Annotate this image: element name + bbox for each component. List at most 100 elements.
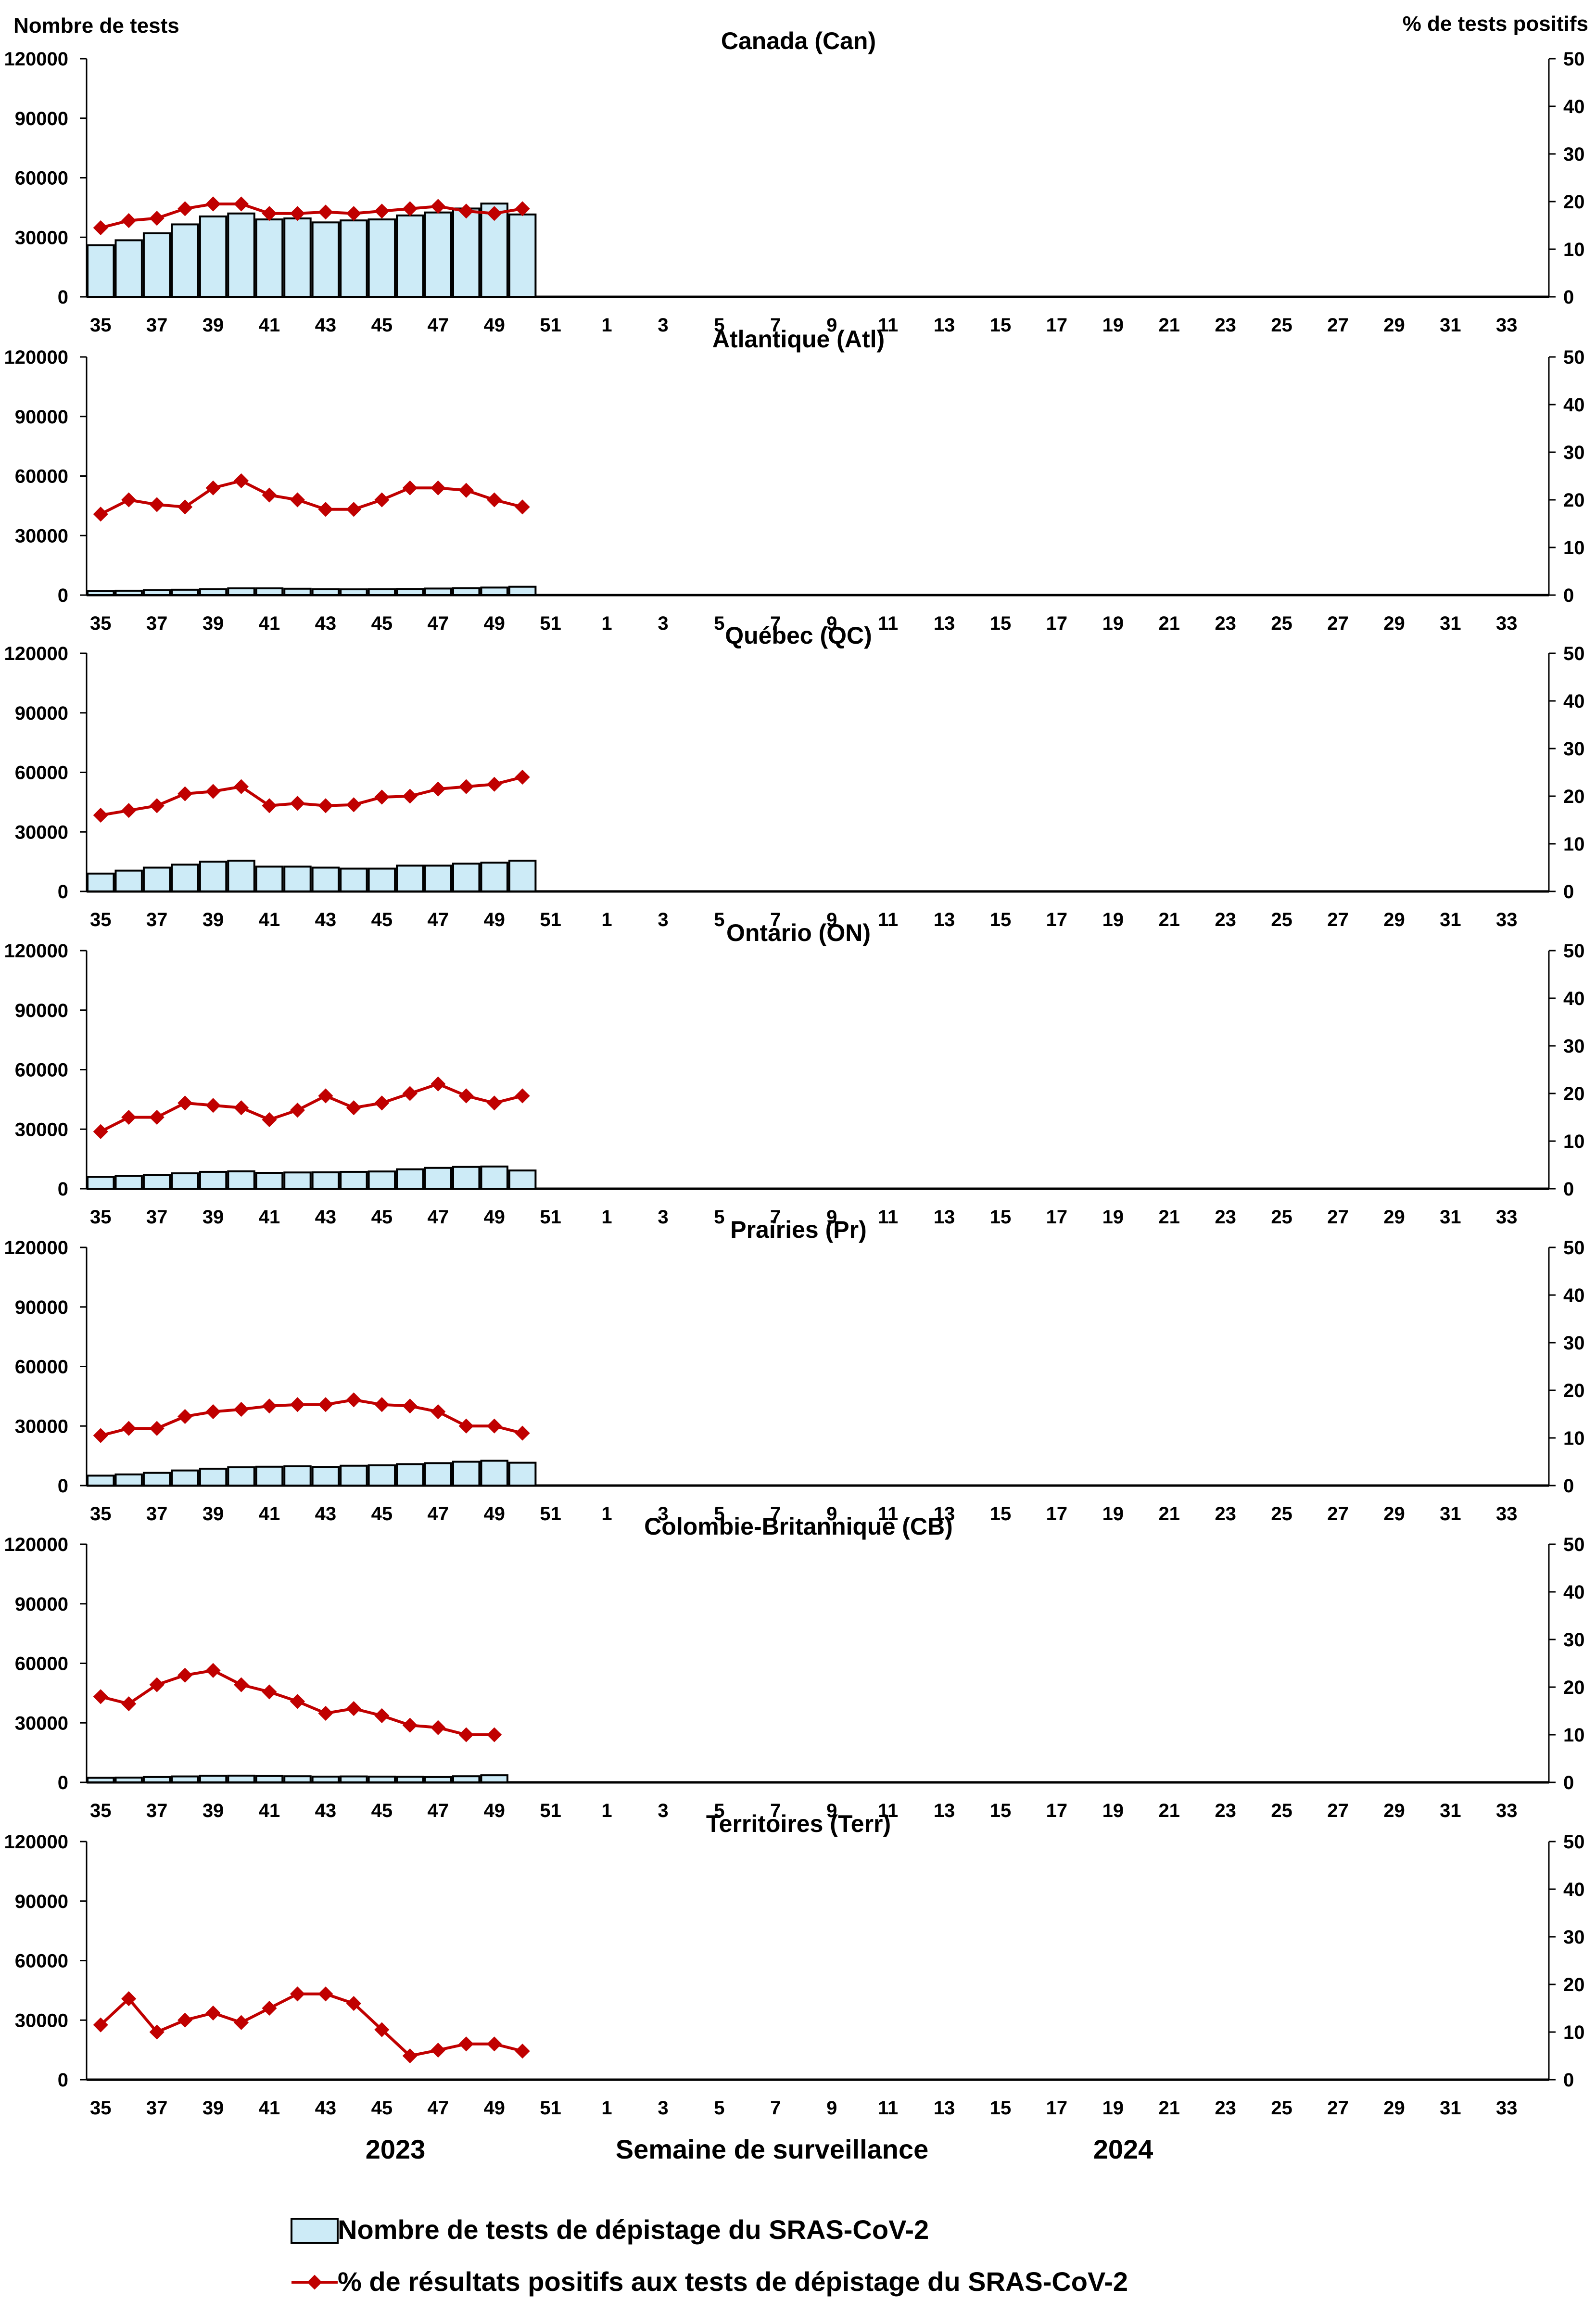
- x-tick-label: 11: [878, 315, 898, 336]
- left-tick-label: 60000: [15, 1357, 68, 1378]
- point-pct-positive: [318, 502, 333, 517]
- x-tick-label: 11: [878, 2097, 898, 2119]
- x-tick-label: 23: [1215, 1503, 1236, 1525]
- bar-tests: [227, 860, 255, 892]
- right-tick-label: 50: [1563, 49, 1585, 70]
- right-tick-label: 20: [1563, 1380, 1585, 1401]
- x-tick-label: 23: [1215, 315, 1236, 336]
- point-pct-positive: [205, 480, 221, 496]
- point-pct-positive: [402, 1398, 418, 1414]
- x-tick-label: 23: [1215, 909, 1236, 930]
- point-pct-positive: [346, 502, 361, 517]
- point-pct-positive: [402, 201, 418, 216]
- bar-tests: [255, 1172, 284, 1190]
- point-pct-positive: [318, 1088, 333, 1104]
- right-tick-label: 50: [1563, 643, 1585, 664]
- bar-tests: [227, 1170, 255, 1190]
- x-tick-label: 47: [428, 909, 449, 930]
- point-pct-positive: [290, 1397, 305, 1412]
- point-pct-positive: [290, 206, 305, 221]
- left-tick-label: 90000: [15, 1891, 68, 1912]
- bar-tests: [114, 869, 143, 892]
- x-tick-label: 1: [601, 909, 612, 930]
- left-tick-label: 60000: [15, 763, 68, 784]
- point-pct-positive: [374, 1397, 390, 1412]
- x-tick-label: 5: [714, 909, 724, 930]
- x-tick-label: 3: [658, 2097, 668, 2119]
- bar-tests: [283, 865, 312, 892]
- panel-title: Atlantique (Atl): [712, 326, 885, 353]
- left-tick-label: 90000: [15, 703, 68, 724]
- bar-tests: [340, 1775, 368, 1783]
- x-tick-label: 7: [770, 1207, 781, 1228]
- x-tick-label: 9: [826, 1800, 837, 1821]
- bar-tests: [171, 1172, 199, 1190]
- x-tick-label: 31: [1440, 315, 1461, 336]
- x-tick-label: 33: [1496, 315, 1518, 336]
- left-tick-label: 90000: [15, 1000, 68, 1021]
- point-pct-positive: [515, 769, 530, 785]
- x-tick-label: 11: [878, 1207, 898, 1228]
- bar-tests: [227, 212, 255, 298]
- x-tick-label: 51: [540, 2097, 561, 2119]
- point-pct-positive: [458, 2036, 474, 2052]
- point-pct-positive: [205, 784, 221, 799]
- bar-tests: [283, 587, 312, 597]
- point-pct-positive: [346, 1392, 361, 1408]
- x-tick-label: 37: [146, 613, 168, 634]
- bar-tests: [367, 867, 396, 892]
- bar-tests: [114, 1777, 143, 1784]
- x-tick-label: 25: [1271, 613, 1292, 634]
- x-tick-label: 51: [540, 1207, 561, 1228]
- x-tick-label: 5: [714, 1503, 724, 1525]
- x-tick-label: 15: [990, 1503, 1012, 1525]
- point-pct-positive: [515, 2044, 530, 2059]
- x-tick-label: 9: [826, 315, 837, 336]
- x-tick-label: 35: [90, 1800, 112, 1821]
- x-tick-label: 1: [601, 613, 612, 634]
- x-tick-label: 23: [1215, 1207, 1236, 1228]
- bar-tests: [114, 1473, 143, 1487]
- x-tick-label: 15: [990, 613, 1012, 634]
- x-tick-label: 7: [770, 613, 781, 634]
- point-pct-positive: [233, 1100, 249, 1116]
- x-tick-label: 25: [1271, 1800, 1292, 1821]
- bar-tests: [396, 1463, 424, 1487]
- x-tick-label: 11: [878, 1503, 898, 1525]
- x-tick-label: 19: [1102, 2097, 1124, 2119]
- point-pct-positive: [346, 1701, 361, 1716]
- x-tick-label: 1: [601, 1207, 612, 1228]
- left-tick-label: 120000: [4, 1534, 68, 1555]
- x-tick-label: 37: [146, 315, 168, 336]
- point-pct-positive: [487, 776, 502, 792]
- point-pct-positive: [318, 204, 333, 220]
- x-tick-label: 39: [203, 909, 224, 930]
- x-tick-label: 15: [990, 1207, 1012, 1228]
- bar-tests: [311, 866, 340, 892]
- x-tick-label: 23: [1215, 1800, 1236, 1821]
- left-tick-label: 30000: [15, 1416, 68, 1437]
- bar-tests: [367, 1776, 396, 1784]
- point-pct-positive: [374, 492, 390, 508]
- x-axis-title: Semaine de surveillance: [616, 2134, 929, 2164]
- point-pct-positive: [515, 1088, 530, 1104]
- point-pct-positive: [205, 2005, 221, 2021]
- point-pct-positive: [487, 1418, 502, 1434]
- x-tick-label: 51: [540, 1800, 561, 1821]
- x-tick-label: 29: [1383, 1207, 1405, 1228]
- x-tick-label: 11: [878, 1800, 898, 1821]
- bar-tests: [255, 1775, 284, 1784]
- panel-title: Québec (QC): [725, 622, 872, 649]
- x-tick-label: 13: [934, 1503, 955, 1525]
- bar-tests: [452, 1461, 481, 1487]
- x-tick-label: 15: [990, 909, 1012, 930]
- bar-tests: [480, 1165, 508, 1190]
- right-tick-label: 10: [1563, 2022, 1585, 2043]
- point-pct-positive: [487, 206, 502, 221]
- right-tick-label: 20: [1563, 490, 1585, 511]
- bar-tests: [424, 1462, 452, 1487]
- bar-tests: [480, 1774, 508, 1783]
- x-tick-label: 39: [203, 2097, 224, 2119]
